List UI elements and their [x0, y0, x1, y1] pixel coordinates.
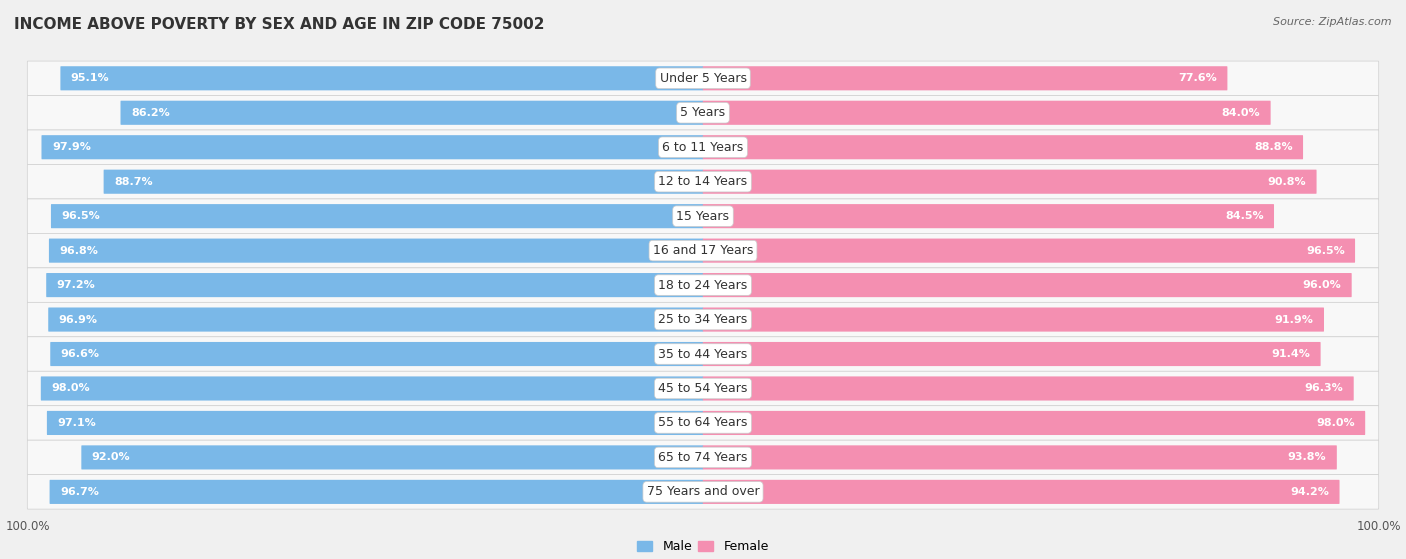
- FancyBboxPatch shape: [41, 376, 703, 401]
- Text: 84.0%: 84.0%: [1222, 108, 1260, 118]
- Text: 25 to 34 Years: 25 to 34 Years: [658, 313, 748, 326]
- FancyBboxPatch shape: [27, 371, 1379, 406]
- Text: 88.7%: 88.7%: [114, 177, 153, 187]
- FancyBboxPatch shape: [27, 61, 1379, 96]
- FancyBboxPatch shape: [27, 406, 1379, 440]
- FancyBboxPatch shape: [27, 199, 1379, 234]
- FancyBboxPatch shape: [703, 66, 1227, 91]
- FancyBboxPatch shape: [42, 135, 703, 159]
- Text: 18 to 24 Years: 18 to 24 Years: [658, 278, 748, 292]
- Text: 12 to 14 Years: 12 to 14 Years: [658, 175, 748, 188]
- FancyBboxPatch shape: [703, 273, 1351, 297]
- Text: Under 5 Years: Under 5 Years: [659, 72, 747, 85]
- FancyBboxPatch shape: [703, 446, 1337, 470]
- FancyBboxPatch shape: [51, 342, 703, 366]
- Text: 93.8%: 93.8%: [1288, 452, 1326, 462]
- Text: 5 Years: 5 Years: [681, 106, 725, 119]
- FancyBboxPatch shape: [27, 234, 1379, 268]
- FancyBboxPatch shape: [703, 480, 1340, 504]
- Text: 6 to 11 Years: 6 to 11 Years: [662, 141, 744, 154]
- FancyBboxPatch shape: [60, 66, 703, 91]
- Text: 96.5%: 96.5%: [1306, 245, 1344, 255]
- FancyBboxPatch shape: [27, 337, 1379, 371]
- Text: 97.2%: 97.2%: [56, 280, 96, 290]
- FancyBboxPatch shape: [703, 135, 1303, 159]
- Text: 96.8%: 96.8%: [59, 245, 98, 255]
- Text: Source: ZipAtlas.com: Source: ZipAtlas.com: [1274, 17, 1392, 27]
- Text: 92.0%: 92.0%: [91, 452, 131, 462]
- FancyBboxPatch shape: [27, 475, 1379, 509]
- Text: 96.6%: 96.6%: [60, 349, 100, 359]
- FancyBboxPatch shape: [46, 411, 703, 435]
- FancyBboxPatch shape: [51, 204, 703, 228]
- Text: 16 and 17 Years: 16 and 17 Years: [652, 244, 754, 257]
- FancyBboxPatch shape: [703, 169, 1316, 194]
- Text: 45 to 54 Years: 45 to 54 Years: [658, 382, 748, 395]
- Text: 55 to 64 Years: 55 to 64 Years: [658, 416, 748, 429]
- FancyBboxPatch shape: [27, 268, 1379, 302]
- FancyBboxPatch shape: [27, 302, 1379, 337]
- FancyBboxPatch shape: [27, 440, 1379, 475]
- Text: 84.5%: 84.5%: [1225, 211, 1264, 221]
- Text: 96.7%: 96.7%: [60, 487, 98, 497]
- Text: 75 Years and over: 75 Years and over: [647, 485, 759, 499]
- FancyBboxPatch shape: [703, 411, 1365, 435]
- Legend: Male, Female: Male, Female: [633, 536, 773, 558]
- FancyBboxPatch shape: [121, 101, 703, 125]
- FancyBboxPatch shape: [703, 342, 1320, 366]
- Text: 65 to 74 Years: 65 to 74 Years: [658, 451, 748, 464]
- Text: 77.6%: 77.6%: [1178, 73, 1218, 83]
- Text: 96.9%: 96.9%: [59, 315, 97, 325]
- Text: 35 to 44 Years: 35 to 44 Years: [658, 348, 748, 361]
- FancyBboxPatch shape: [104, 169, 703, 194]
- FancyBboxPatch shape: [703, 239, 1355, 263]
- FancyBboxPatch shape: [27, 96, 1379, 130]
- FancyBboxPatch shape: [703, 307, 1324, 331]
- FancyBboxPatch shape: [82, 446, 703, 470]
- FancyBboxPatch shape: [49, 239, 703, 263]
- FancyBboxPatch shape: [49, 480, 703, 504]
- Text: 91.4%: 91.4%: [1271, 349, 1310, 359]
- FancyBboxPatch shape: [46, 273, 703, 297]
- Text: 88.8%: 88.8%: [1254, 142, 1292, 152]
- FancyBboxPatch shape: [703, 376, 1354, 401]
- Text: 86.2%: 86.2%: [131, 108, 170, 118]
- Text: 90.8%: 90.8%: [1268, 177, 1306, 187]
- Text: 98.0%: 98.0%: [51, 383, 90, 394]
- FancyBboxPatch shape: [27, 164, 1379, 199]
- Text: 96.5%: 96.5%: [62, 211, 100, 221]
- FancyBboxPatch shape: [48, 307, 703, 331]
- Text: INCOME ABOVE POVERTY BY SEX AND AGE IN ZIP CODE 75002: INCOME ABOVE POVERTY BY SEX AND AGE IN Z…: [14, 17, 544, 32]
- Text: 97.1%: 97.1%: [58, 418, 96, 428]
- Text: 94.2%: 94.2%: [1291, 487, 1329, 497]
- Text: 98.0%: 98.0%: [1316, 418, 1355, 428]
- FancyBboxPatch shape: [703, 101, 1271, 125]
- FancyBboxPatch shape: [27, 130, 1379, 164]
- Text: 96.0%: 96.0%: [1302, 280, 1341, 290]
- Text: 95.1%: 95.1%: [70, 73, 110, 83]
- Text: 91.9%: 91.9%: [1275, 315, 1313, 325]
- Text: 96.3%: 96.3%: [1305, 383, 1343, 394]
- Text: 15 Years: 15 Years: [676, 210, 730, 222]
- Text: 97.9%: 97.9%: [52, 142, 91, 152]
- FancyBboxPatch shape: [703, 204, 1274, 228]
